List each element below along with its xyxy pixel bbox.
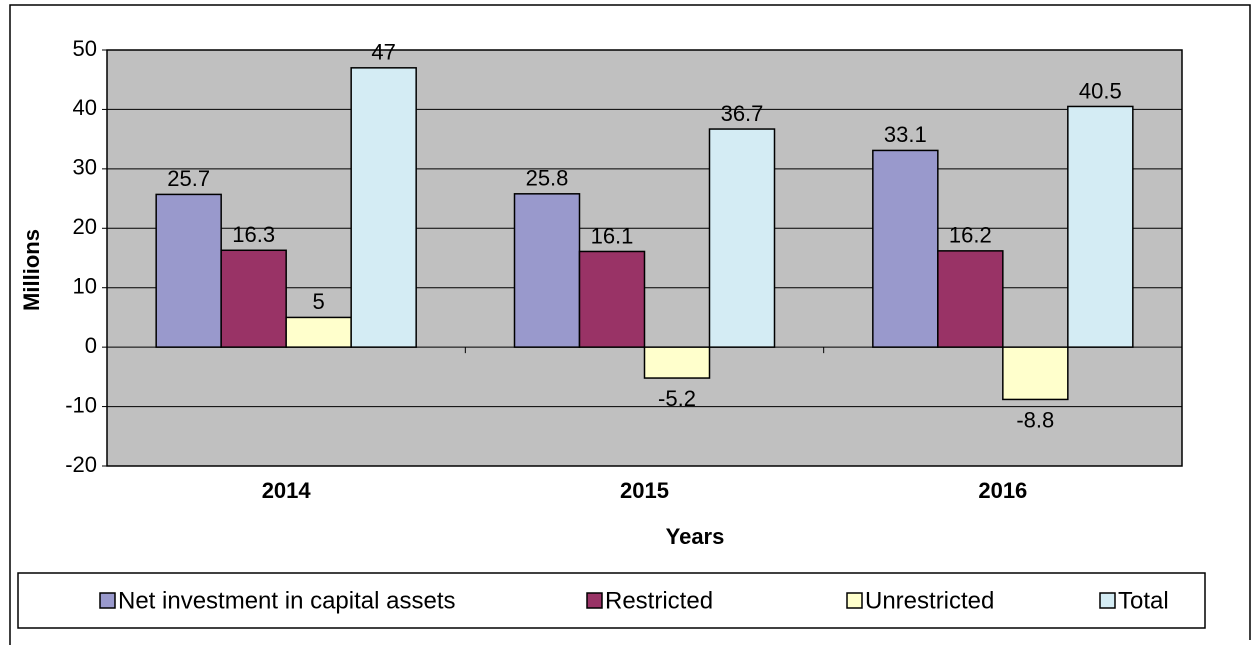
y-tick-label: 50 — [73, 36, 97, 61]
chart-border — [9, 4, 1251, 645]
data-label: 40.5 — [1079, 78, 1122, 103]
y-tick-label: 30 — [73, 155, 97, 180]
bar — [1002, 346, 1069, 401]
legend-label: Net investment in capital assets — [118, 587, 456, 614]
legend-label: Unrestricted — [865, 587, 994, 614]
y-tick-label: 0 — [85, 333, 97, 358]
bar — [872, 149, 939, 348]
bar — [937, 250, 1004, 348]
data-label: 36.7 — [721, 101, 764, 126]
x-tick-label: 2014 — [262, 478, 312, 503]
y-tick-label: 40 — [73, 95, 97, 120]
x-axis-label: Years — [666, 524, 725, 549]
data-label: -8.8 — [1016, 407, 1054, 432]
bar — [708, 128, 776, 348]
y-tick-label: 10 — [73, 274, 97, 299]
legend-label: Total — [1118, 587, 1169, 614]
data-label: 5 — [313, 289, 325, 314]
x-tick-label: 2015 — [620, 478, 669, 503]
bar — [513, 193, 581, 348]
legend-swatch — [586, 592, 603, 609]
bar — [285, 316, 352, 348]
data-label: 16.3 — [232, 222, 275, 247]
bar — [350, 67, 417, 348]
legend-label: Restricted — [605, 587, 713, 614]
legend-box — [17, 572, 1206, 629]
data-label: 16.1 — [591, 223, 634, 248]
legend-swatch — [846, 592, 863, 609]
y-tick-label: 20 — [73, 214, 97, 239]
legend-swatch — [1099, 592, 1116, 609]
bar — [220, 249, 287, 348]
y-tick-label: -20 — [65, 452, 97, 477]
data-label: -5.2 — [658, 386, 696, 411]
legend-swatch — [99, 592, 116, 609]
x-tick-label: 2016 — [978, 478, 1027, 503]
bar — [643, 346, 711, 379]
bar — [155, 193, 222, 348]
bar — [578, 250, 646, 348]
data-label: 16.2 — [949, 223, 992, 248]
data-label: 25.8 — [526, 166, 569, 191]
y-axis-label: Millions — [19, 229, 44, 311]
data-label: 47 — [371, 40, 395, 65]
y-tick-label: -10 — [65, 392, 97, 417]
data-label: 25.7 — [167, 166, 210, 191]
data-label: 33.1 — [884, 122, 927, 147]
bar — [1067, 105, 1134, 348]
